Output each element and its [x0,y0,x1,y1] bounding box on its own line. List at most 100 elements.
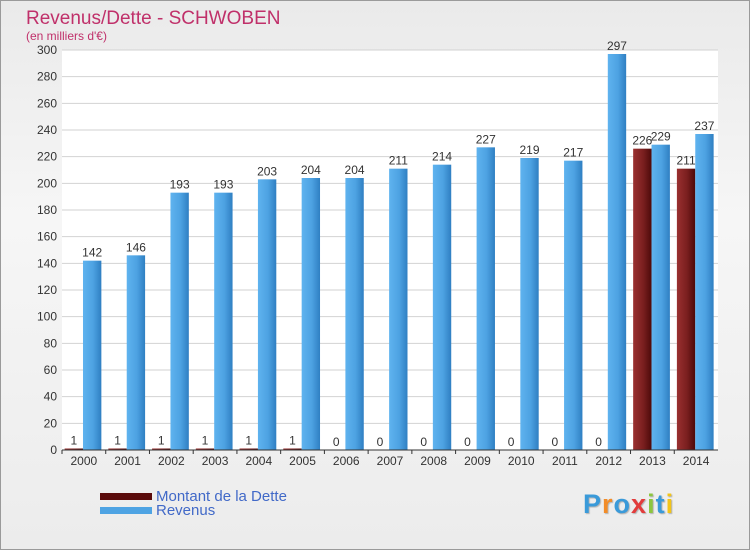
legend-swatch-revenus [100,507,152,514]
data-label: 237 [694,119,714,133]
data-label: 297 [607,39,627,53]
bar-revenus [170,192,189,450]
data-label: 1 [158,434,165,448]
bar-revenus [82,260,102,450]
bar-revenus [651,144,670,450]
data-label: 0 [595,435,602,449]
data-label: 193 [213,178,233,192]
y-tick-label: 160 [37,230,57,244]
data-label: 217 [563,146,583,160]
bar-revenus [607,54,627,450]
y-tick-label: 260 [37,96,57,110]
bar-dette [239,448,258,450]
y-tick-label: 80 [44,336,58,350]
legend-swatch-dette [100,493,152,500]
x-tick-label: 2007 [377,454,404,468]
data-label: 0 [333,435,340,449]
x-tick-label: 2006 [333,454,360,468]
bar-dette [676,168,696,450]
chart-title: Revenus/Dette - SCHWOBEN [26,8,280,29]
data-label: 1 [70,434,77,448]
legend-label-revenus: Revenus [156,502,216,519]
y-tick-label: 60 [44,363,58,377]
data-label: 203 [257,164,277,178]
logo-letter: P [583,489,603,519]
y-tick-label: 220 [37,150,57,164]
bar-revenus [257,179,277,451]
logo-letter: t [655,489,666,519]
data-label: 229 [651,130,671,144]
x-tick-label: 2004 [245,454,272,468]
bar-revenus [389,168,408,450]
y-tick-label: 200 [37,176,57,190]
data-label: 146 [126,240,146,254]
x-tick-label: 2002 [158,454,185,468]
x-tick-label: 2012 [595,454,622,468]
y-tick-label: 140 [37,256,57,270]
data-label: 193 [170,178,190,192]
data-label: 211 [389,154,408,168]
legend-item-revenus: Revenus [100,502,215,519]
x-tick-label: 2005 [289,454,316,468]
data-label: 1 [245,434,252,448]
y-tick-label: 20 [44,416,58,430]
bar-revenus [695,134,714,450]
data-label: 226 [632,134,652,148]
x-tick-labels: 2000 2001 2002 2003 2004 2005 2006 2007 2008 2009… [61,450,710,468]
bar-dette [64,448,83,450]
data-label: 0 [508,435,515,449]
data-labels: 1 142 1 146 1 193 1 193 1 203 1 204 0 204 0 211 0 214 0 227… [70,39,714,449]
y-tick-labels: 0 20 40 60 80 100 120 140 160 180 200 220 240 260 280 3… [37,43,57,457]
y-tick-label: 100 [37,310,57,324]
y-tick-label: 120 [37,283,57,297]
data-label: 219 [519,143,539,157]
data-label: 204 [345,163,365,177]
x-tick-label: 2010 [508,454,535,468]
logo-letter: x [631,489,648,519]
bar-revenus [214,192,233,450]
bar-revenus [564,160,583,450]
data-label: 142 [82,246,102,260]
logo-letter: i [647,489,656,519]
x-tick-label: 2014 [683,454,710,468]
y-tick-label: 280 [37,70,57,84]
data-label: 0 [377,435,384,449]
bar-revenus [301,178,321,450]
data-label: 1 [114,434,121,448]
x-tick-label: 2001 [114,454,141,468]
chart-subtitle: (en milliers d'€) [26,29,107,43]
data-label: 227 [476,132,496,146]
legend-item-dette: Montant de la Dette [100,488,287,505]
bar-revenus [476,147,495,451]
bar-revenus [432,164,452,450]
data-label: 1 [289,434,296,448]
data-label: 214 [432,150,452,164]
bar-revenus [520,158,539,450]
data-label: 1 [202,434,209,448]
bar-dette [108,448,127,450]
y-tick-label: 40 [44,390,58,404]
bar-dette [283,448,302,450]
data-label: 0 [420,435,427,449]
data-label: 0 [464,435,471,449]
proxiti-logo: Proxiti [583,489,674,520]
x-tick-label: 2008 [420,454,447,468]
bar-dette [195,448,215,450]
x-tick-label: 2003 [202,454,229,468]
data-label: 211 [677,154,696,168]
y-tick-label: 180 [37,203,57,217]
bars [64,54,714,451]
y-tick-label: 240 [37,123,57,137]
data-label: 204 [301,163,321,177]
bar-dette [633,148,652,450]
bar-dette [152,448,171,450]
bar-revenus [345,178,364,450]
logo-letter: o [613,489,632,519]
logo-letter: i [665,489,675,519]
x-tick-label: 2000 [71,454,98,468]
y-tick-label: 0 [50,443,57,457]
legend-label-dette: Montant de la Dette [156,488,287,505]
bar-revenus [126,255,146,450]
x-tick-label: 2011 [552,454,578,468]
